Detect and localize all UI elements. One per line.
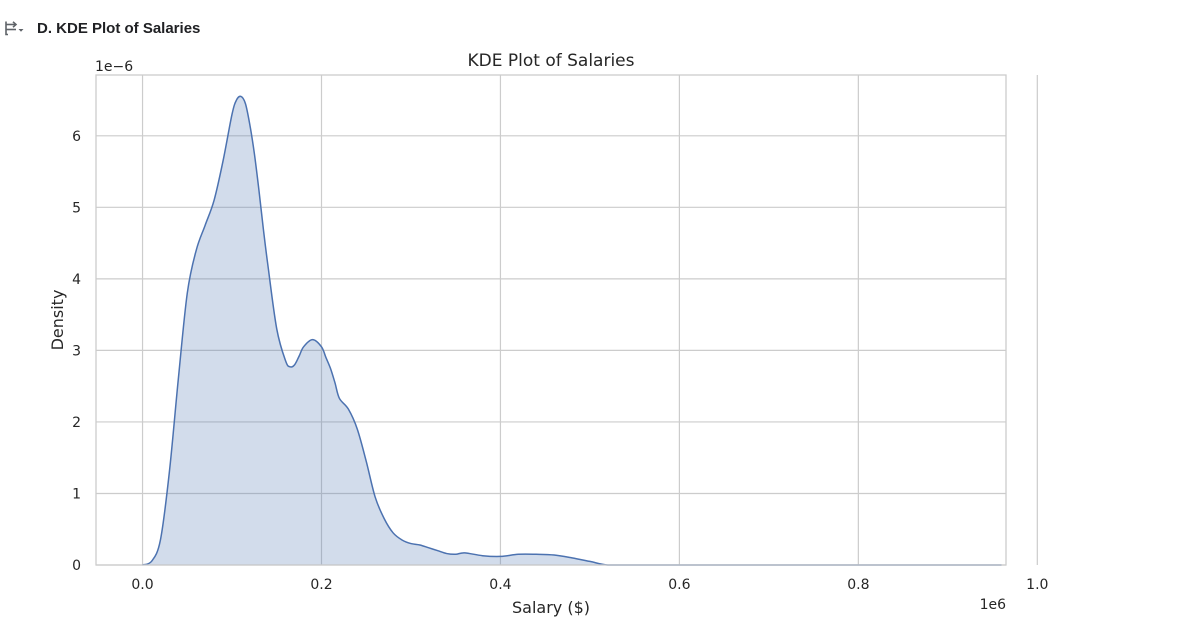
y-tick-label: 4 bbox=[72, 272, 81, 288]
y-tick-label: 0 bbox=[72, 558, 81, 574]
x-offset-label: 1e6 bbox=[980, 597, 1007, 613]
y-axis-ticks: 0 1 2 3 4 5 6 bbox=[72, 129, 81, 574]
y-tick-label: 3 bbox=[72, 343, 81, 359]
grid-lines bbox=[96, 75, 1038, 566]
x-tick-label: 0.0 bbox=[131, 577, 153, 593]
kde-area-fill bbox=[142, 96, 1002, 565]
x-tick-label: 0.2 bbox=[310, 577, 332, 593]
x-tick-label: 0.6 bbox=[668, 577, 690, 593]
x-tick-label: 1.0 bbox=[1026, 577, 1048, 593]
output-header: D. KDE Plot of Salaries bbox=[0, 15, 200, 41]
section-title: D. KDE Plot of Salaries bbox=[37, 19, 201, 37]
x-axis-label: Salary ($) bbox=[512, 598, 590, 617]
kde-chart: KDE Plot of Salaries 1e−6 0.0 0.2 0.4 0.6 0.… bbox=[48, 51, 1048, 617]
kde-curve bbox=[142, 95, 1002, 566]
x-axis-ticks: 0.0 0.2 0.4 0.6 0.8 1.0 bbox=[131, 577, 1048, 593]
y-tick-label: 1 bbox=[72, 486, 81, 502]
y-axis-label: Density bbox=[48, 290, 67, 351]
y-offset-label: 1e−6 bbox=[95, 59, 133, 75]
x-tick-label: 0.4 bbox=[489, 577, 511, 593]
plot-area bbox=[142, 95, 1002, 566]
chart-title: KDE Plot of Salaries bbox=[468, 51, 635, 71]
x-tick-label: 0.8 bbox=[847, 577, 869, 593]
y-tick-label: 2 bbox=[72, 415, 81, 431]
collapse-output-icon[interactable] bbox=[0, 15, 30, 41]
y-tick-label: 5 bbox=[72, 200, 81, 216]
y-tick-label: 6 bbox=[72, 129, 81, 145]
plot-frame bbox=[95, 74, 1007, 566]
